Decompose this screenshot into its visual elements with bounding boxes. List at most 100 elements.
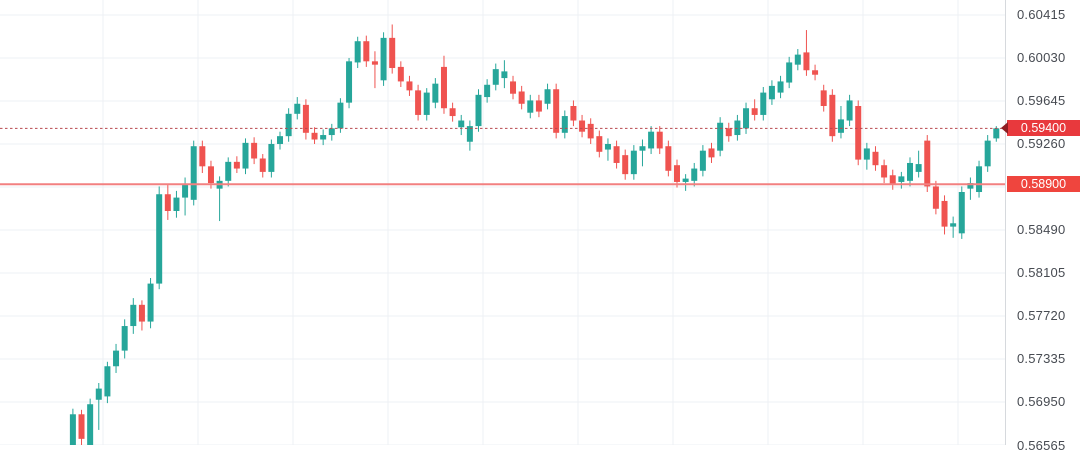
candle bbox=[596, 136, 603, 152]
candle bbox=[492, 69, 499, 85]
candle bbox=[268, 143, 275, 172]
candle bbox=[458, 120, 465, 128]
candle bbox=[579, 120, 586, 132]
candle bbox=[501, 71, 508, 79]
y-axis-label: 0.57720 bbox=[1017, 308, 1066, 324]
candle bbox=[561, 116, 568, 133]
price-tag-059400: 0.59400 bbox=[1001, 120, 1080, 137]
candle bbox=[812, 70, 819, 75]
candle bbox=[415, 90, 422, 115]
candle bbox=[907, 162, 913, 181]
candle bbox=[121, 326, 128, 351]
candle bbox=[639, 146, 646, 151]
candle bbox=[294, 103, 301, 114]
candle bbox=[164, 194, 171, 211]
candle bbox=[803, 52, 810, 71]
candle bbox=[682, 178, 689, 182]
candle bbox=[389, 37, 396, 69]
candle bbox=[449, 108, 456, 117]
y-axis-label: 0.59260 bbox=[1017, 136, 1066, 152]
candle bbox=[570, 106, 577, 121]
candle bbox=[138, 304, 145, 322]
candle bbox=[397, 66, 404, 82]
candle bbox=[69, 414, 76, 445]
candle bbox=[941, 200, 948, 227]
candle bbox=[432, 83, 439, 103]
y-axis-label: 0.60415 bbox=[1017, 7, 1066, 23]
candle bbox=[673, 165, 680, 182]
candle bbox=[173, 197, 180, 211]
candle bbox=[527, 100, 534, 113]
candle bbox=[656, 131, 663, 149]
candle bbox=[311, 132, 318, 140]
candle bbox=[889, 175, 896, 185]
candle bbox=[751, 108, 758, 115]
candle bbox=[820, 90, 827, 107]
candle bbox=[725, 128, 732, 137]
candle bbox=[768, 85, 775, 100]
candle bbox=[544, 89, 551, 104]
price-tag-058900: 0.58900 bbox=[1007, 176, 1080, 193]
candle bbox=[872, 151, 879, 166]
candle bbox=[354, 41, 361, 63]
candle bbox=[104, 366, 111, 397]
candle bbox=[466, 126, 473, 142]
y-axis-label: 0.60030 bbox=[1017, 50, 1066, 66]
candle bbox=[691, 168, 698, 181]
candle bbox=[743, 108, 750, 129]
y-axis-label: 0.56565 bbox=[1017, 437, 1066, 453]
y-axis-label: 0.58105 bbox=[1017, 265, 1066, 281]
candle bbox=[207, 166, 214, 184]
candle bbox=[320, 135, 327, 140]
candle bbox=[233, 161, 240, 169]
candle bbox=[95, 388, 102, 400]
candle bbox=[717, 122, 724, 151]
candle bbox=[130, 304, 137, 327]
candle bbox=[648, 131, 655, 149]
candle bbox=[630, 150, 637, 175]
candle bbox=[87, 404, 94, 445]
candle bbox=[898, 176, 905, 182]
candle bbox=[777, 81, 784, 93]
candle bbox=[958, 192, 965, 234]
candle bbox=[915, 164, 922, 172]
candle bbox=[259, 158, 266, 172]
candle bbox=[846, 100, 853, 121]
candle bbox=[553, 89, 560, 133]
candle bbox=[423, 92, 430, 115]
candle bbox=[881, 165, 888, 178]
candle bbox=[277, 136, 284, 144]
candle bbox=[837, 119, 844, 133]
candle bbox=[924, 140, 931, 187]
candle bbox=[285, 113, 292, 137]
candle bbox=[113, 350, 120, 367]
candle bbox=[855, 106, 862, 160]
candle bbox=[760, 92, 767, 115]
candle bbox=[786, 62, 793, 83]
price-axis[interactable]: 0.60415 0.60030 0.59645 0.59260 0.58490 0.581… bbox=[1005, 0, 1080, 453]
candle bbox=[199, 146, 206, 167]
y-axis-label: 0.58490 bbox=[1017, 222, 1066, 238]
candle bbox=[78, 414, 85, 439]
candle bbox=[976, 166, 983, 193]
candle bbox=[147, 283, 154, 322]
candle bbox=[510, 81, 517, 94]
candle bbox=[440, 66, 447, 109]
candle bbox=[993, 128, 1000, 139]
candle bbox=[225, 161, 232, 181]
candle bbox=[475, 94, 482, 127]
candle bbox=[190, 146, 197, 200]
price-tag-arrow-icon bbox=[1001, 122, 1008, 135]
candle bbox=[699, 150, 706, 171]
candle bbox=[967, 183, 974, 189]
candle bbox=[302, 104, 309, 133]
candle bbox=[932, 186, 939, 209]
candle bbox=[535, 100, 542, 112]
candle bbox=[604, 143, 611, 150]
candle bbox=[518, 91, 525, 104]
candle bbox=[829, 94, 836, 137]
candle bbox=[337, 102, 344, 129]
chart-plot-area[interactable] bbox=[0, 0, 1005, 445]
candle bbox=[182, 184, 189, 198]
